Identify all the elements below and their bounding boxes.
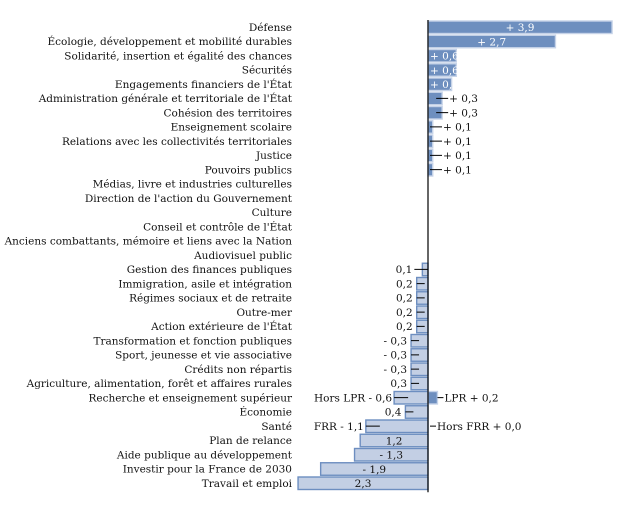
bar-positive [427, 390, 439, 405]
data-label: + 0,1 [443, 136, 472, 148]
category-label: Administration générale et territoriale … [38, 91, 293, 105]
data-label: Hors LPR - 0,6 [314, 392, 392, 404]
category-label: Enseignement scolaire [171, 122, 292, 134]
data-label: - 0,3 [383, 364, 407, 376]
category-label: Outre-mer [236, 307, 293, 319]
data-labels: + 3,9+ 2,7 + 0,6 + 0,6 + 0,5 + 0,3 + 0,3 + 0,1… [314, 22, 535, 490]
category-label: Investir pour la France de 2030 [123, 464, 292, 476]
category-label: Sport, jeunesse et vie associative [115, 350, 292, 362]
data-label: FRR - 1,1 [314, 421, 364, 433]
category-label: Médias, livre et industries culturelles [93, 179, 292, 191]
category-label: Immigration, asile et intégration [118, 278, 292, 290]
category-label: Santé [261, 421, 292, 433]
category-label: Engagements financiers de l'État [115, 77, 293, 91]
category-label: Écologie, développement et mobilité dura… [48, 34, 292, 48]
category-label: Solidarité, insertion et égalité des cha… [64, 50, 292, 62]
data-label: - 0,3 [383, 335, 407, 347]
data-label: - 1,9 [363, 464, 387, 476]
category-label: Direction de l'action du Gouvernement [85, 193, 293, 205]
category-label: Défense [249, 22, 292, 34]
data-label: + 0,1 [443, 164, 472, 176]
category-label: Action extérieure de l'État [150, 319, 293, 333]
category-label: Agriculture, alimentation, forêt et affa… [26, 378, 292, 390]
data-label: + 0,6 [430, 65, 459, 77]
data-label: 0,3 [390, 378, 407, 390]
category-label: Crédits non répartis [184, 364, 292, 376]
category-label: Aide publique au développement [116, 449, 293, 461]
data-label: 0,4 [385, 407, 402, 419]
category-label: Travail et emploi [202, 478, 293, 490]
data-label: + 0,3 [449, 93, 478, 105]
data-label: + 0,1 [443, 122, 472, 134]
data-label: + 3,9 [506, 22, 535, 34]
category-label: Culture [252, 207, 292, 219]
category-label: Pouvoirs publics [205, 164, 292, 176]
data-label: 2,3 [355, 478, 372, 490]
category-label: Relations avec les collectivités territo… [62, 136, 292, 148]
category-label: Recherche et enseignement supérieur [88, 392, 293, 404]
data-label: 1,2 [386, 435, 403, 447]
data-label: - 1,3 [379, 450, 403, 462]
bars [297, 20, 613, 491]
category-label: Transformation et fonction publiques [93, 335, 292, 347]
category-label: Audiovisuel public [193, 250, 292, 262]
data-label: - 0,3 [383, 350, 407, 362]
data-label: + 0,1 [443, 150, 472, 162]
data-label: 0,2 [396, 321, 413, 333]
category-label: Gestion des finances publiques [127, 264, 292, 276]
data-label: + 0,5 [430, 79, 459, 91]
category-label: Économie [240, 405, 292, 419]
category-label: Sécurités [242, 65, 292, 77]
data-label: 0,2 [396, 307, 413, 319]
category-label: Plan de relance [209, 435, 292, 447]
category-label: Anciens combattants, mémoire et liens av… [4, 236, 293, 248]
data-label: 0,2 [396, 293, 413, 305]
data-label: + 2,7 [477, 36, 506, 48]
data-label: + 0,6 [430, 51, 459, 63]
data-label: + 0,3 [449, 107, 478, 119]
data-label: 0,2 [396, 278, 413, 290]
category-label: Cohésion des territoires [163, 107, 292, 119]
category-label: Conseil et contrôle de l'État [143, 219, 293, 233]
data-label: Hors FRR + 0,0 [437, 421, 522, 433]
data-label: LPR + 0,2 [444, 392, 498, 404]
data-label: 0,1 [396, 264, 413, 276]
category-label: Justice [255, 150, 292, 162]
category-label: Régimes sociaux et de retraite [129, 293, 292, 305]
